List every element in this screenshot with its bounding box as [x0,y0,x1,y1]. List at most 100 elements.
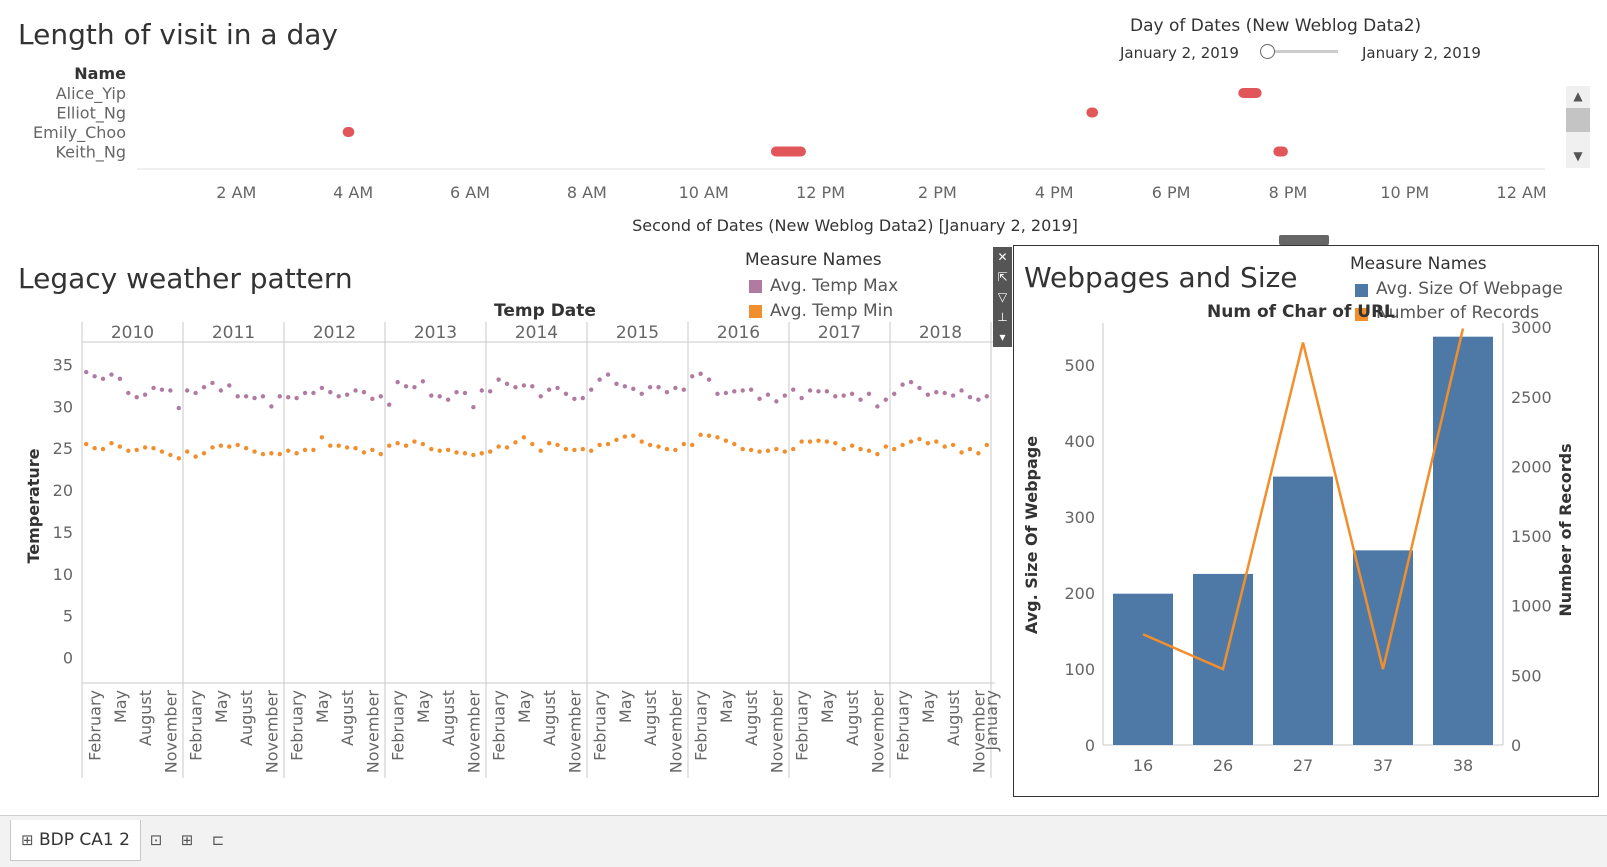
temp-point [218,443,224,448]
temp-point [201,384,207,390]
month-label: May [313,690,332,723]
temp-point [631,433,636,438]
temp-point [791,446,796,452]
temp-point [917,385,922,391]
year-label: 2013 [414,323,457,343]
temp-point [892,446,897,452]
left-tick-label: 500 [1064,356,1095,375]
month-label: February [490,690,509,761]
year-label: 2011 [212,323,255,343]
temp-point [235,394,240,399]
temp-point [774,399,779,404]
weather-legend[interactable]: Measure Names Avg. Temp Max Avg. Temp Mi… [745,250,975,321]
temp-point [445,397,451,402]
temp-point [311,447,316,453]
chevron-up-icon[interactable]: ▲ [1573,89,1583,103]
temp-point [631,386,636,392]
temp-point [286,394,291,400]
temp-point [698,371,703,376]
temp-point [387,402,392,407]
temp-point [471,405,476,410]
temp-point [488,449,493,454]
temp-point [698,432,703,438]
temp-tick-label: 20 [53,481,73,500]
size-bar [1273,476,1333,745]
sheet-tab[interactable]: ⊞ BDP CA1 2 [10,820,141,861]
temp-point [521,383,527,388]
temp-point [908,379,914,385]
new-story-icon[interactable]: ⊏ [211,831,225,849]
scroll-thumb[interactable] [1566,108,1590,132]
temp-point [420,379,426,384]
menu-icon[interactable]: ▾ [999,330,1006,344]
date-slider-handle[interactable] [1260,44,1275,59]
month-label: November [969,690,988,774]
chevron-down-icon[interactable]: ▼ [1573,149,1583,163]
temp-point [748,447,754,453]
temp-point [563,391,569,397]
temp-point [227,444,232,449]
temp-point [311,390,316,396]
time-tick-label: 8 AM [567,183,607,202]
temp-point [723,438,729,443]
date-filter[interactable]: Day of Dates (New Weblog Data2) January … [1120,16,1540,72]
month-label: November [464,690,483,774]
temp-point [647,442,653,448]
temp-point [521,435,527,440]
temp-point [706,433,712,438]
temp-point [454,389,459,395]
month-label: February [692,690,711,761]
legend-label-records: Number of Records [1376,303,1540,323]
month-label: August [136,690,155,746]
time-tick-label: 12 AM [1497,183,1547,202]
month-label: November [767,690,786,774]
pin-icon[interactable]: ⊥ [997,310,1008,324]
temperature-axis-title: Temperature [24,448,43,563]
temp-point [252,449,257,454]
temp-point [159,449,165,454]
filter-icon[interactable]: ▽ [997,290,1008,304]
time-tick-label: 6 PM [1152,183,1191,202]
year-label: 2014 [515,323,558,343]
temp-point [664,389,670,395]
popout-icon[interactable]: ⇱ [997,270,1008,284]
temp-point [319,435,325,440]
temp-point [715,435,720,440]
temp-point [294,451,299,456]
drag-handle[interactable] [1279,235,1329,245]
webpage-legend-title: Measure Names [1350,254,1487,274]
new-worksheet-icon[interactable]: ⊡ [149,831,163,849]
temp-point [117,376,123,381]
visit-chart: NameAlice_YipElliot_NgEmily_ChooKeith_Ng… [33,64,1547,235]
temp-point [361,450,367,455]
temp-point [403,443,409,448]
month-label: February [86,690,105,761]
visit-scrollbar[interactable]: ▲ ▼ [1566,86,1590,168]
temp-point [395,441,400,446]
temp-point [134,394,139,400]
month-label: February [389,690,408,761]
temp-point [959,450,964,455]
new-dashboard-icon[interactable]: ⊞ [180,831,194,849]
time-tick-label: 10 PM [1380,183,1429,202]
temp-point [92,446,97,451]
temp-point [664,446,670,452]
floating-toolbar[interactable]: ✕ ⇱ ▽ ⊥ ▾ [993,247,1012,347]
time-tick-label: 8 PM [1269,183,1308,202]
month-label: May [515,690,534,723]
temp-tick-label: 30 [53,397,73,416]
temp-point [866,391,872,397]
month-label: August [439,690,458,746]
legend-label-size: Avg. Size Of Webpage [1376,279,1563,299]
temp-point [513,440,518,445]
temp-point [479,451,484,456]
date-slider-track[interactable] [1265,50,1338,53]
close-icon[interactable]: ✕ [997,250,1008,264]
temp-point [378,394,383,399]
temp-point [875,404,880,409]
temp-tick-label: 25 [53,439,73,458]
temp-point [892,391,897,397]
temp-point [816,389,821,394]
month-label: November [565,690,584,774]
temp-point [193,390,198,396]
